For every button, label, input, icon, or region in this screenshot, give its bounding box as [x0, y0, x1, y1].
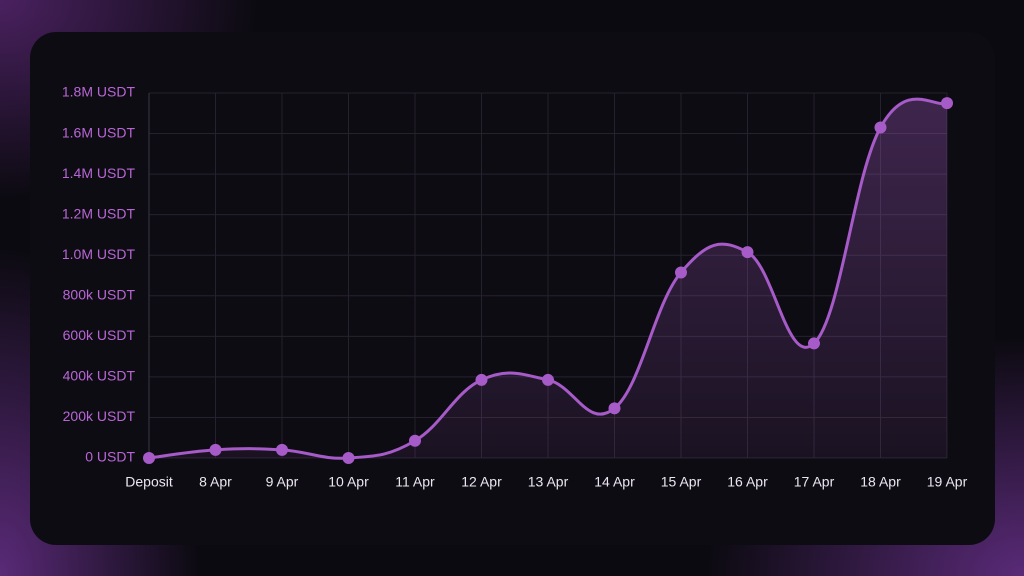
area [149, 99, 947, 459]
line [148, 97, 948, 460]
point [608, 402, 621, 415]
y-tick-label: 1.4M USDT [62, 165, 136, 181]
point [475, 373, 488, 386]
point [276, 443, 288, 456]
x-tick-label: 14 Apr [594, 474, 635, 490]
point [409, 434, 421, 447]
chart-panel [30, 32, 995, 545]
y-tick-label: 400k USDT [63, 368, 136, 384]
point [143, 452, 155, 464]
point [808, 337, 820, 350]
point [209, 443, 222, 456]
point [675, 266, 687, 279]
point [542, 373, 554, 386]
x-tick-label: 19 Apr [927, 474, 968, 490]
y-tick-label: 1.0M USDT [62, 246, 136, 262]
x-tick-label: 13 Apr [528, 474, 569, 490]
x-tick-label: 11 Apr [395, 474, 435, 490]
x-tick-label: 17 Apr [794, 474, 835, 490]
point [342, 452, 355, 464]
y-tick-label: 1.8M USDT [62, 84, 136, 100]
y-tick-label: 0 USDT [85, 449, 135, 465]
x-tick-label: 16 Apr [727, 474, 768, 490]
x-tick-label: 9 Apr [266, 474, 299, 490]
point [874, 121, 887, 134]
y-tick-label: 1.6M USDT [62, 124, 136, 140]
y-tick-label: 1.2M USDT [62, 205, 136, 221]
x-tick-label: 12 Apr [461, 474, 502, 490]
y-tick-label: 200k USDT [63, 408, 136, 424]
point [941, 97, 953, 110]
x-tick-label: 18 Apr [860, 474, 901, 490]
x-tick-label: 8 Apr [199, 474, 232, 490]
y-tick-label: 800k USDT [63, 286, 136, 302]
x-tick-label: 10 Apr [328, 474, 369, 490]
y-tick-label: 600k USDT [63, 327, 136, 343]
x-tick-label: 15 Apr [661, 474, 702, 490]
x-tick-label: Deposit [125, 474, 173, 490]
point [741, 246, 754, 259]
